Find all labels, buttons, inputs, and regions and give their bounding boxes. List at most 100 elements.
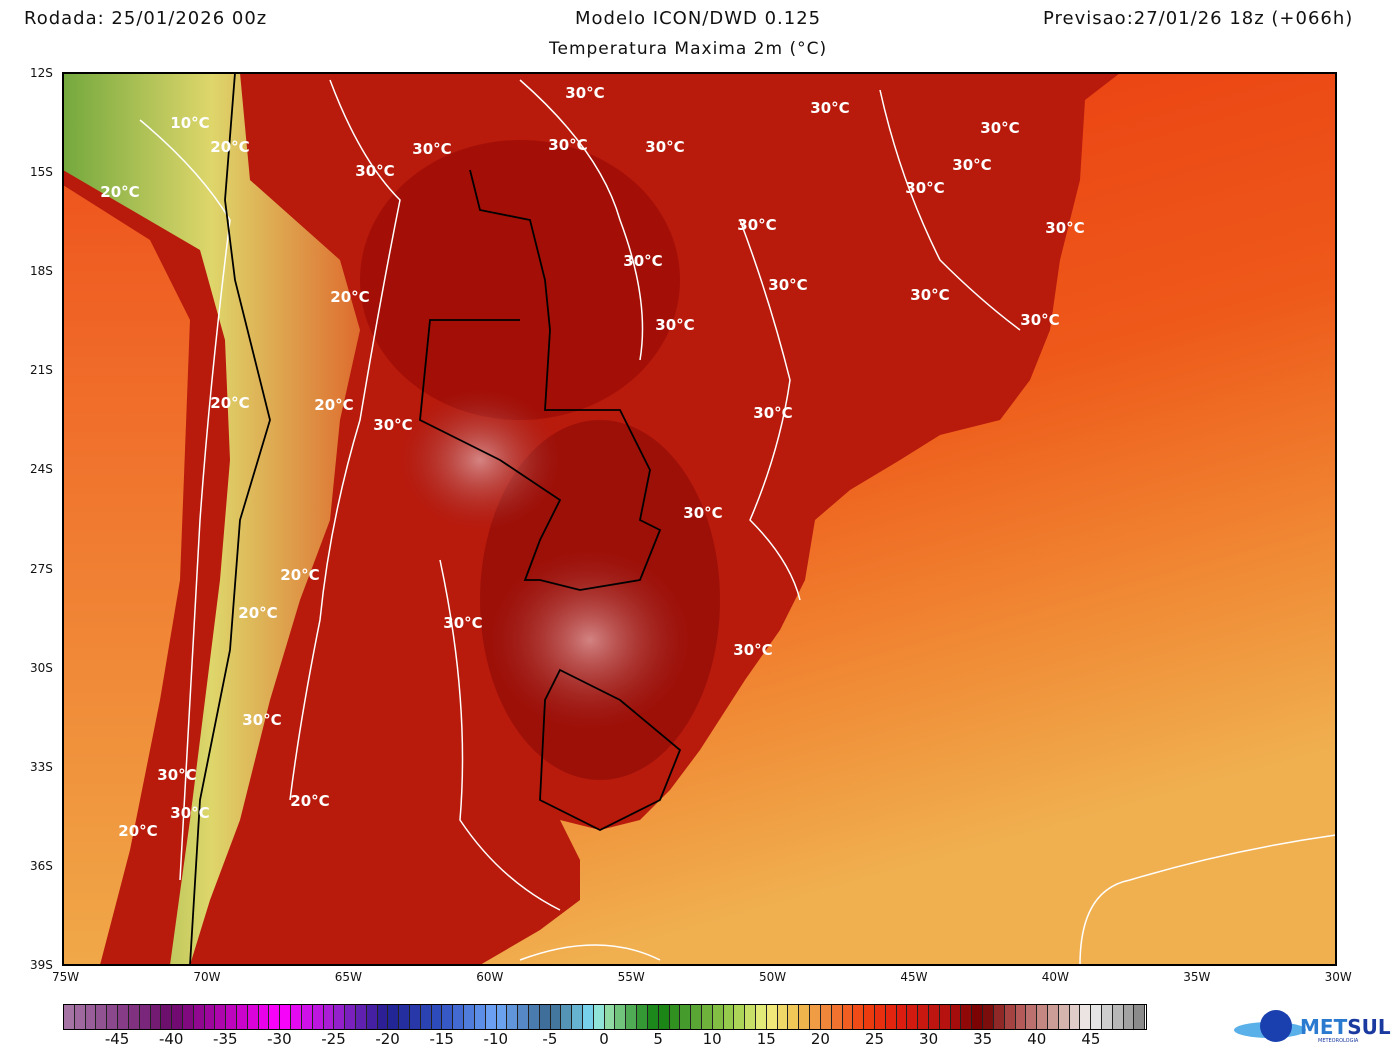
lon-tick: 55W xyxy=(617,970,645,984)
lon-tick: 60W xyxy=(476,970,504,984)
lon-tick: 65W xyxy=(334,970,362,984)
lat-tick: 27S xyxy=(30,561,53,576)
colorbar-cell xyxy=(96,1005,108,1029)
colorbar-label: 25 xyxy=(864,1030,885,1048)
colorbar-cell xyxy=(929,1005,940,1029)
contour-label: 30°C xyxy=(170,804,209,822)
colorbar-cell xyxy=(983,1005,994,1029)
svg-text:METSUL: METSUL xyxy=(1300,1015,1391,1039)
colorbar-cell xyxy=(323,1005,335,1029)
colorbar-cell xyxy=(1102,1005,1113,1029)
colorbar-cell xyxy=(388,1005,400,1029)
forecast-label: Previsao:27/01/26 18z (+066h) xyxy=(1043,8,1354,29)
colorbar-cell xyxy=(1004,1005,1016,1029)
contour-label: 30°C xyxy=(733,641,772,659)
colorbar-label: 20 xyxy=(810,1030,830,1048)
colorbar-cell xyxy=(745,1005,756,1029)
colorbar-cell xyxy=(788,1005,800,1029)
contour-label: 30°C xyxy=(768,276,807,294)
colorbar-cell xyxy=(1134,1005,1146,1029)
contour-label: 30°C xyxy=(412,140,451,158)
colorbar-label: -10 xyxy=(483,1030,509,1048)
colorbar-label: 15 xyxy=(756,1030,776,1048)
contour-label: 20°C xyxy=(330,288,369,306)
contour-label: 30°C xyxy=(905,179,944,197)
contour-label: 30°C xyxy=(645,138,684,156)
colorbar-cell xyxy=(658,1005,670,1029)
contour-label: 20°C xyxy=(314,396,353,414)
lon-tick: 40W xyxy=(1041,970,1069,984)
colorbar-cell xyxy=(107,1005,119,1029)
colorbar-cell xyxy=(939,1005,951,1029)
lon-tick: 35W xyxy=(1183,970,1211,984)
contour-label: 30°C xyxy=(548,136,587,154)
colorbar-cell xyxy=(583,1005,594,1029)
lat-tick: 36S xyxy=(30,858,53,873)
colorbar-cell xyxy=(64,1005,75,1029)
contour-label: 30°C xyxy=(623,252,662,270)
lat-tick: 15S xyxy=(30,165,53,180)
contour-label: 20°C xyxy=(210,138,249,156)
colorbar-cell xyxy=(215,1005,227,1029)
colorbar-label: -45 xyxy=(104,1030,130,1048)
colorbar-cell xyxy=(1058,1005,1070,1029)
temperature-map: 10°C20°C20°C30°C30°C 30°C30°C30°C30°C30°C… xyxy=(62,72,1337,966)
colorbar xyxy=(63,1004,1147,1030)
colorbar-cell xyxy=(464,1005,475,1029)
colorbar-cell xyxy=(874,1005,886,1029)
colorbar-label: 40 xyxy=(1027,1030,1047,1048)
contour-label: 30°C xyxy=(443,614,482,632)
colorbar-label: -25 xyxy=(321,1030,346,1048)
colorbar-label: -15 xyxy=(429,1030,454,1048)
lon-tick: 45W xyxy=(900,970,928,984)
lat-tick: 30S xyxy=(30,660,53,675)
colorbar-cell xyxy=(182,1005,194,1029)
colorbar-cell xyxy=(366,1005,378,1029)
contour-label: 30°C xyxy=(355,162,394,180)
colorbar-cell xyxy=(756,1005,767,1029)
contour-label: 20°C xyxy=(210,394,249,412)
contour-label: 30°C xyxy=(565,84,604,102)
colorbar-cell xyxy=(420,1005,432,1029)
colorbar-cell xyxy=(1091,1005,1102,1029)
colorbar-cell xyxy=(604,1005,616,1029)
svg-text:METEOROLOGIA: METEOROLOGIA xyxy=(1318,1038,1359,1044)
lat-tick: 12S xyxy=(30,66,53,80)
contour-label: 20°C xyxy=(118,822,157,840)
colorbar-cell xyxy=(561,1005,573,1029)
colorbar-cell xyxy=(312,1005,324,1029)
colorbar-cell xyxy=(734,1005,746,1029)
contour-label: 30°C xyxy=(980,119,1019,137)
colorbar-cell xyxy=(485,1005,497,1029)
lon-tick: 70W xyxy=(193,970,221,984)
colorbar-label: 10 xyxy=(702,1030,722,1048)
colorbar-cell xyxy=(291,1005,302,1029)
colorbar-cell xyxy=(172,1005,183,1029)
lat-tick: 21S xyxy=(30,363,53,378)
colorbar-cell xyxy=(918,1005,929,1029)
colorbar-cell xyxy=(864,1005,875,1029)
map-frame xyxy=(62,72,1337,966)
colorbar-cell xyxy=(842,1005,854,1029)
colorbar-cell xyxy=(377,1005,389,1029)
colorbar-cell xyxy=(766,1005,778,1029)
lat-tick: 39S xyxy=(30,957,53,972)
colorbar-cell xyxy=(853,1005,865,1029)
run-label: Rodada: 25/01/2026 00z xyxy=(24,8,268,29)
colorbar-cell xyxy=(518,1005,529,1029)
lon-tick: 50W xyxy=(759,970,787,984)
colorbar-cell xyxy=(1112,1005,1124,1029)
colorbar-cell xyxy=(680,1005,692,1029)
contour-label: 30°C xyxy=(373,416,412,434)
metsul-logo: METSUL METEOROLOGIA xyxy=(1232,1008,1400,1048)
colorbar-cell xyxy=(237,1005,248,1029)
colorbar-cell xyxy=(204,1005,216,1029)
colorbar-cell xyxy=(85,1005,97,1029)
colorbar-cell xyxy=(572,1005,583,1029)
colorbar-label: 30 xyxy=(919,1030,939,1048)
contour-label: 30°C xyxy=(753,404,792,422)
colorbar-cell xyxy=(161,1005,173,1029)
colorbar-cell xyxy=(453,1005,465,1029)
colorbar-cell xyxy=(258,1005,270,1029)
colorbar-label: 45 xyxy=(1081,1030,1101,1048)
